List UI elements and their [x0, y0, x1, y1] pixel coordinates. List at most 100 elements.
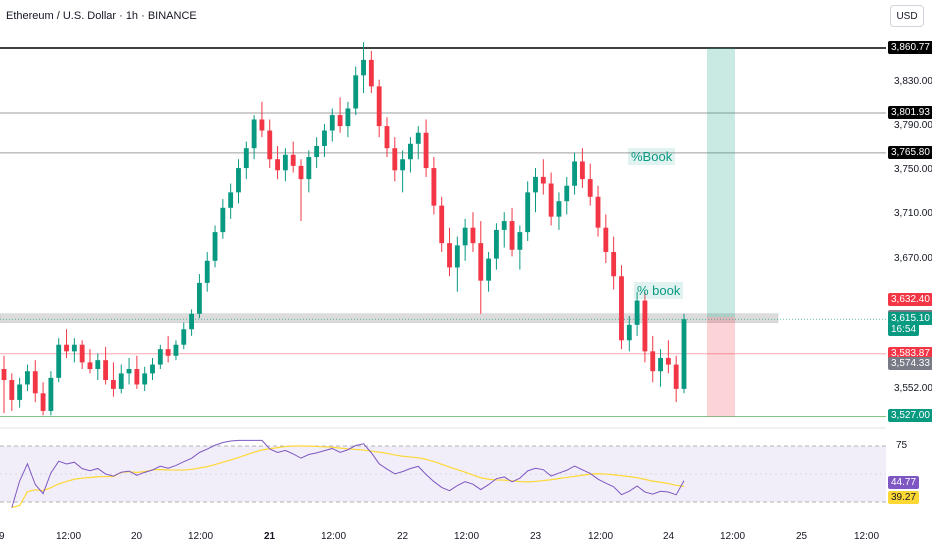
candle-body	[423, 132, 429, 169]
candle-body	[517, 232, 523, 250]
candle-body	[275, 159, 280, 171]
x-axis-tick-label: 25	[796, 531, 808, 542]
x-axis-tick-label: 12:00	[854, 531, 880, 542]
candle-body	[189, 313, 195, 330]
candle-body	[220, 207, 226, 233]
currency-button[interactable]: USD	[890, 5, 924, 27]
candle-body	[1, 369, 7, 381]
candle-body	[361, 59, 366, 76]
candle-body	[579, 161, 585, 180]
price-tag: 3,574.33	[888, 357, 932, 371]
candle-body	[181, 329, 187, 345]
candle-body	[25, 371, 30, 385]
candle-body	[540, 176, 546, 184]
candle-body	[243, 148, 249, 169]
candle-body	[595, 196, 601, 228]
x-axis-tick-label: 12:00	[188, 531, 214, 542]
y-axis-tick-label: 3,670.00	[894, 252, 932, 264]
candle-body	[626, 324, 632, 341]
candle-body	[111, 380, 116, 389]
candle-body	[634, 300, 640, 325]
x-axis-tick-label: 9	[0, 531, 5, 542]
candle-body	[267, 130, 273, 160]
candle-body	[439, 205, 445, 244]
y-axis-tick-label: 3,750.00	[894, 164, 932, 176]
position-stop-zone	[707, 317, 735, 417]
candle-body	[298, 165, 304, 180]
rsi-ma-tag: 39.27	[888, 490, 920, 504]
x-axis-tick-label: 12:00	[321, 531, 347, 542]
candle-body	[650, 351, 656, 372]
rsi-line	[11, 439, 685, 508]
candle-body	[345, 108, 351, 127]
candle-body	[40, 393, 46, 411]
candle-body	[290, 154, 296, 166]
candle-body	[314, 145, 320, 158]
candle-body	[384, 126, 390, 149]
candle-body	[56, 344, 62, 378]
candle-body	[353, 75, 359, 109]
x-axis-tick-label: 24	[663, 531, 675, 542]
rsi-band	[0, 446, 886, 502]
y-axis-tick-label: 3,552.00	[894, 382, 932, 394]
rsi-level-label: 75	[896, 440, 908, 451]
candle-body	[431, 168, 437, 206]
candle-body	[564, 185, 570, 202]
x-axis-tick-label: 12:00	[720, 531, 746, 542]
position-target-zone	[707, 47, 735, 318]
candle-body	[548, 183, 554, 217]
chart-annotation: % book	[634, 281, 684, 299]
candle-body	[493, 229, 499, 259]
candle-body	[306, 157, 312, 180]
candle-body	[673, 364, 679, 389]
candle-body	[501, 221, 507, 230]
candle-body	[642, 300, 648, 352]
y-axis-tick-label: 3,710.00	[894, 208, 932, 220]
candle-body	[478, 243, 484, 281]
x-axis-tick-label: 12:00	[56, 531, 82, 542]
candle-body	[408, 143, 413, 160]
candle-body	[587, 179, 593, 197]
price-tag: 3,615.10	[888, 312, 932, 326]
candle-body	[17, 384, 23, 400]
candle-body	[134, 369, 140, 385]
candle-body	[486, 258, 492, 281]
candle-body	[603, 227, 609, 252]
candle-body	[368, 59, 374, 87]
x-axis-tick-label: 12:00	[454, 531, 480, 542]
y-axis-tick-label: 3,830.00	[894, 75, 932, 87]
price-tag: 3,860.77	[888, 40, 932, 54]
candle-body	[32, 371, 38, 394]
candle-body	[329, 115, 335, 131]
candle-body	[259, 119, 265, 131]
candle-body	[533, 176, 538, 193]
price-tag: 16:54	[888, 323, 920, 337]
candle-body	[454, 245, 460, 268]
candle-body	[572, 161, 577, 186]
x-axis-tick-label: 22	[397, 531, 409, 542]
candle-body	[212, 232, 218, 261]
rsi-value-tag: 44.77	[888, 475, 920, 489]
candle-body	[87, 362, 93, 370]
x-axis-tick-label: 23	[530, 531, 542, 542]
chart-title: Ethereum / U.S. Dollar · 1h · BINANCE	[6, 10, 197, 22]
x-axis-tick-label: 20	[131, 531, 143, 542]
price-tag: 3,765.80	[888, 145, 932, 159]
candle-body	[400, 159, 406, 171]
candle-body	[150, 364, 155, 374]
candle-body	[64, 344, 69, 352]
price-tag: 3,632.40	[888, 293, 932, 307]
candle-body	[48, 377, 54, 411]
candle-body	[509, 221, 515, 250]
candle-body	[376, 86, 382, 127]
candle-body	[196, 282, 202, 314]
price-tag: 3,801.93	[888, 105, 932, 119]
candle-body	[470, 227, 476, 244]
candle-body	[556, 201, 562, 217]
candle-body	[658, 357, 663, 372]
x-axis-tick-label: 21	[264, 531, 276, 542]
candle-body	[462, 227, 468, 246]
candle-body	[204, 260, 210, 283]
candle-body	[611, 251, 617, 277]
